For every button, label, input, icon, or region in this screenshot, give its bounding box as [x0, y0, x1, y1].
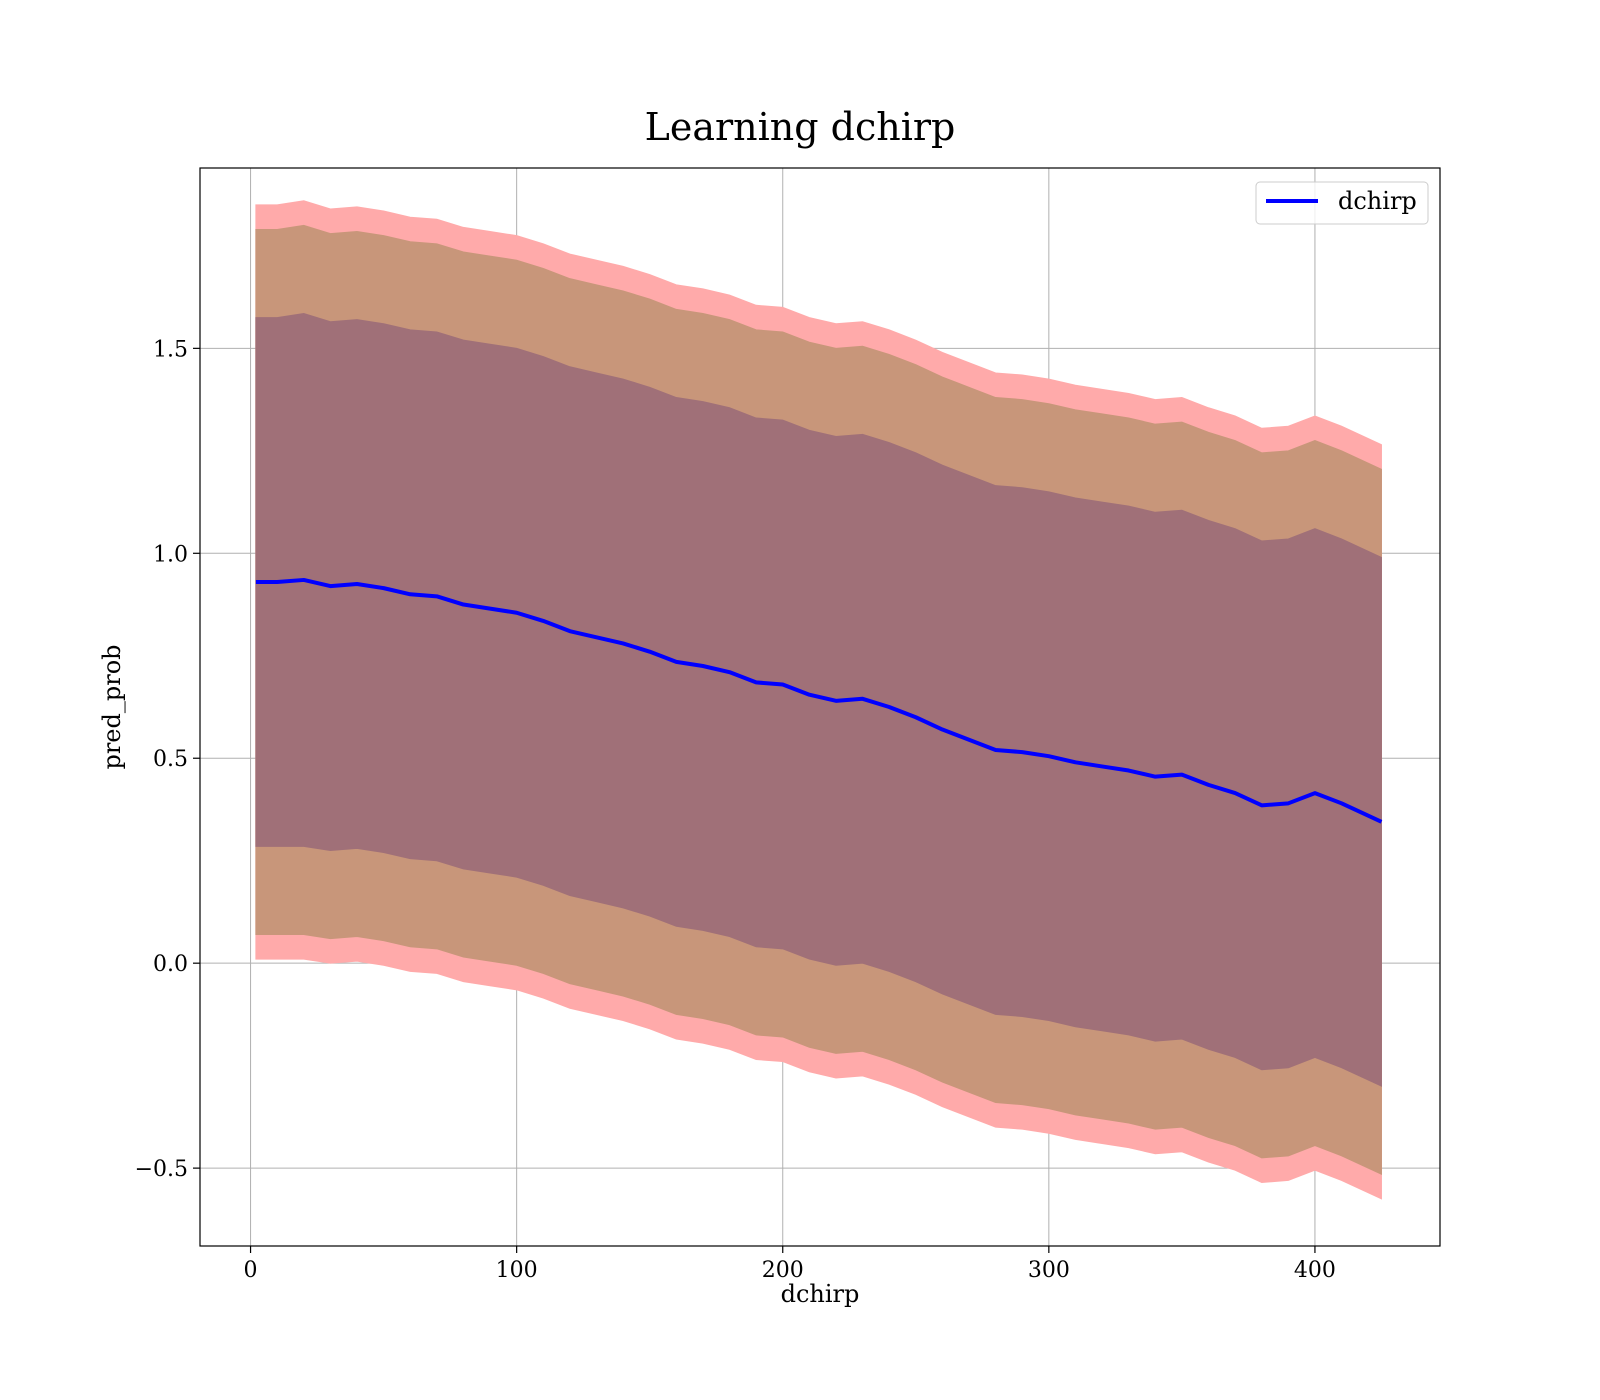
x-tick-label-2: 200: [762, 1258, 804, 1283]
x-tick-label-0: 0: [244, 1258, 258, 1283]
y-axis-label: pred_prob: [98, 644, 126, 769]
y-tick-label-0: −0.5: [135, 1157, 188, 1182]
y-tick-label-3: 1.0: [153, 542, 188, 567]
uncertainty-bands: [255, 200, 1382, 1200]
legend-box: [1255, 181, 1429, 225]
legend: dchirp: [1255, 181, 1429, 225]
plot-frame: [199, 167, 1441, 1247]
series-line-dchirp: [255, 577, 1383, 824]
x-tick-label-4: 400: [1294, 1258, 1336, 1283]
series-lines: [255, 577, 1383, 824]
y-axis: −0.5 0.0 0.5 1.0 1.5: [135, 337, 200, 1182]
x-tick-label-1: 100: [496, 1258, 538, 1283]
band-inner: [255, 312, 1382, 1087]
y-tick-label-2: 0.5: [153, 747, 188, 772]
y-tick-label-4: 1.5: [153, 337, 188, 362]
x-axis-label: dchirp: [781, 1280, 860, 1308]
x-axis: 0 100 200 300 400: [244, 1246, 1336, 1283]
y-tick-label-1: 0.0: [153, 952, 188, 977]
x-tick-label-3: 300: [1028, 1258, 1070, 1283]
chart-title: Learning dchirp: [645, 105, 956, 149]
legend-label-dchirp: dchirp: [1338, 187, 1417, 215]
